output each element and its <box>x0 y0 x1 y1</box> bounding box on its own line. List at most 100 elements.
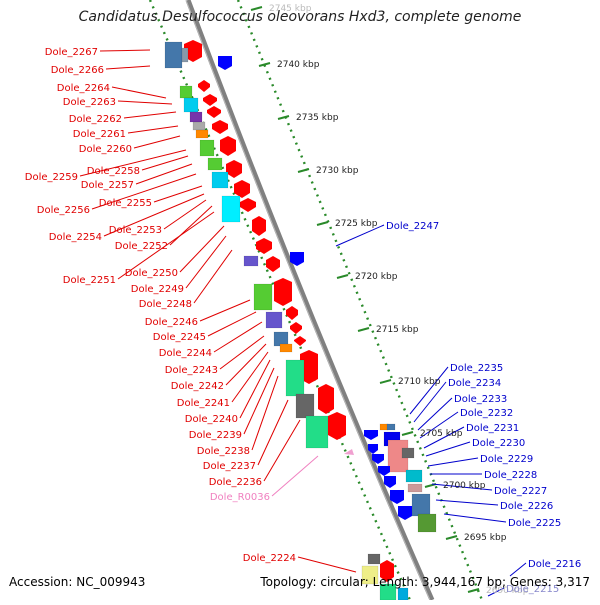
gene-feature-block <box>411 493 431 517</box>
gene-feature-block <box>221 195 241 223</box>
label-connector <box>105 65 151 70</box>
forward-gene-arrow <box>220 136 236 156</box>
gene-label: Dole_2237 <box>203 461 256 472</box>
label-connector <box>111 86 167 99</box>
reverse-gene-arrow <box>364 430 378 440</box>
reverse-gene-arrow <box>368 444 378 454</box>
gene-label: Dole_2263 <box>63 97 116 108</box>
gene-feature-block <box>407 483 423 493</box>
rna-feature <box>344 449 354 455</box>
ruler-tick <box>250 6 263 11</box>
ruler-tick <box>445 535 458 540</box>
label-connector <box>335 224 385 247</box>
ruler-tick <box>336 274 349 279</box>
gene-feature-block <box>386 423 396 431</box>
gene-feature-block <box>285 359 305 397</box>
ruler-layer <box>148 0 484 601</box>
label-connector <box>257 399 289 466</box>
reverse-gene-arrow <box>372 454 384 464</box>
reverse-gene-arrow <box>390 490 404 504</box>
gene-feature-block <box>183 97 199 113</box>
label-connector <box>123 111 177 119</box>
ruler-tick <box>277 115 290 120</box>
label-connector <box>417 397 453 431</box>
forward-gene-arrow <box>274 278 292 306</box>
ruler-tick-label: 2700 kbp <box>443 481 486 491</box>
gene-label: Dole_2242 <box>171 381 224 392</box>
gene-label: Dole_2258 <box>87 166 140 177</box>
gene-label: Dole_2215 <box>506 584 559 595</box>
gene-label: Dole_2226 <box>500 501 553 512</box>
gene-label: Dole_2262 <box>69 114 122 125</box>
gene-feature-block <box>179 85 193 99</box>
label-connector <box>193 249 233 304</box>
label-connector <box>117 100 173 105</box>
forward-gene-arrow <box>266 256 280 272</box>
label-connector <box>127 125 179 134</box>
gene-label: Dole_2240 <box>185 414 238 425</box>
label-connector <box>91 173 197 210</box>
gene-feature-block <box>207 157 223 171</box>
forward-gene-arrow <box>212 120 228 134</box>
ruler-tick <box>316 221 329 226</box>
reverse-gene-arrow <box>290 252 304 266</box>
gene-label: Dole_2236 <box>209 477 262 488</box>
label-connector <box>213 321 263 353</box>
label-connector <box>153 185 203 203</box>
label-connector <box>133 135 181 149</box>
reverse-gene-arrow <box>384 476 396 488</box>
gene-label: Dole_2252 <box>115 241 168 252</box>
label-connector <box>141 155 189 171</box>
gene-label: Dole_2245 <box>153 332 206 343</box>
label-connector <box>251 375 279 451</box>
ruler-tick <box>297 168 310 173</box>
ruler-tick <box>401 431 414 436</box>
forward-gene-arrow <box>207 106 221 118</box>
label-connector <box>427 457 479 467</box>
gene-feature-block <box>405 469 423 483</box>
label-connector <box>207 311 257 337</box>
label-connector-layer <box>79 49 527 597</box>
gene-feature-block <box>417 513 437 533</box>
label-connector <box>219 335 265 370</box>
forward-gene-arrow <box>184 40 202 62</box>
gene-label: Dole_2250 <box>125 268 178 279</box>
ruler-tick-label: 2715 kbp <box>376 325 419 335</box>
ruler-tick <box>467 588 480 593</box>
gene-label: Dole_2243 <box>165 365 218 376</box>
gene-feature-block <box>367 553 381 565</box>
gene-label: Dole_2239 <box>189 430 242 441</box>
gene-label: Dole_2249 <box>131 284 184 295</box>
label-connector <box>103 193 205 237</box>
gene-label: Dole_2248 <box>139 299 192 310</box>
gene-label: Dole_2246 <box>145 317 198 328</box>
forward-gene-arrow <box>256 238 272 254</box>
reverse-gene-arrow <box>398 506 412 520</box>
label-connector <box>239 359 271 419</box>
label-connector <box>179 225 225 273</box>
gene-label: Dole_2227 <box>494 486 547 497</box>
label-connector <box>225 343 267 386</box>
ruler-tick-label: 2695 kbp <box>464 533 507 543</box>
gene-label: Dole_2224 <box>243 553 296 564</box>
gene-label: Dole_2267 <box>45 47 98 58</box>
forward-gene-arrow <box>300 350 318 384</box>
forward-gene-arrow <box>203 94 217 106</box>
ruler-tick-label: 2740 kbp <box>277 60 320 70</box>
gene-label: Dole_2238 <box>197 446 250 457</box>
ruler-tick-label: 2725 kbp <box>335 219 378 229</box>
ruler-tick-label: 2730 kbp <box>316 166 359 176</box>
label-connector <box>509 562 527 577</box>
genome-backbone-highlight <box>185 0 431 601</box>
gene-label: Dole_2235 <box>450 363 503 374</box>
label-connector <box>419 411 459 439</box>
label-connector <box>99 49 151 52</box>
gene-feature-block <box>253 283 273 311</box>
forward-gene-arrow <box>328 412 346 440</box>
label-connector <box>487 587 505 597</box>
gene-label: Dole_2231 <box>466 423 519 434</box>
reverse-gene-arrow <box>218 56 232 70</box>
gene-feature-block <box>397 587 409 601</box>
